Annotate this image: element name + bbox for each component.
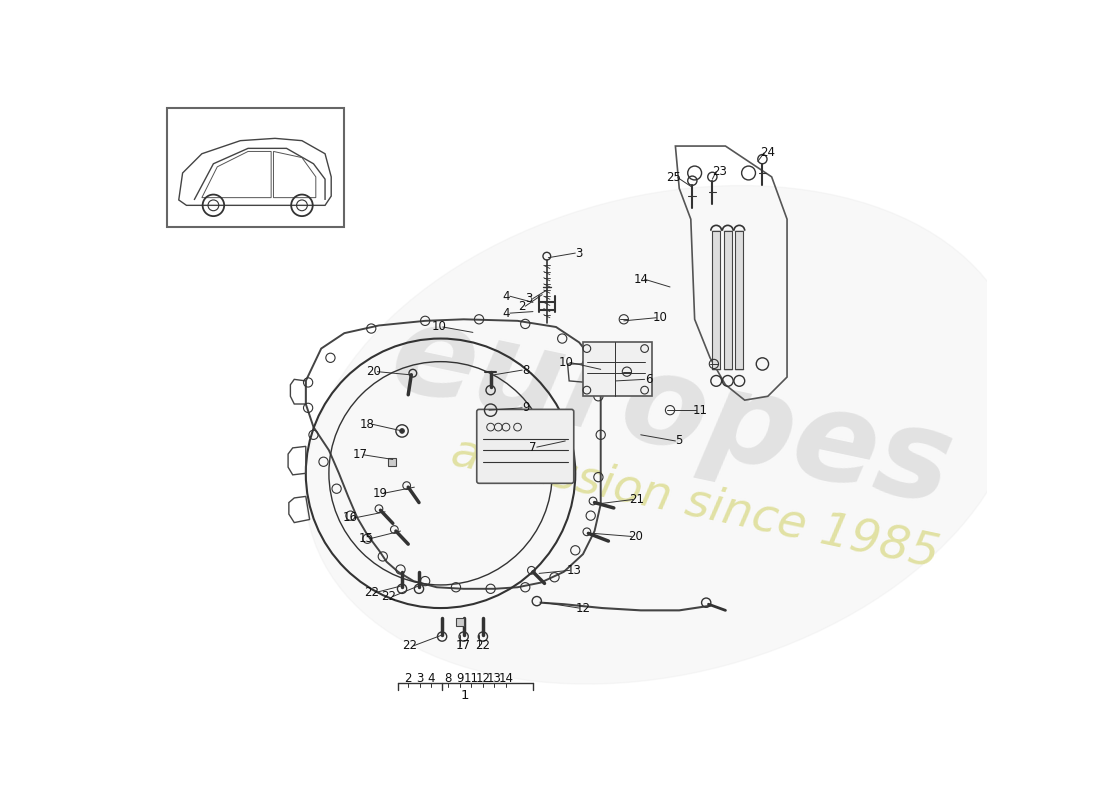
Ellipse shape [305,186,1023,684]
Text: 18: 18 [360,418,375,430]
Text: 14: 14 [498,672,514,685]
Text: 6: 6 [645,373,652,386]
Text: 11: 11 [693,404,707,417]
Text: 10: 10 [431,321,447,334]
Text: 4: 4 [503,290,509,302]
Text: 22: 22 [382,590,396,603]
Text: 21: 21 [629,493,645,506]
Text: 5: 5 [675,434,683,447]
Text: 3: 3 [416,672,424,685]
Text: 8: 8 [522,364,530,377]
Text: 2: 2 [405,672,412,685]
Bar [736,230,744,370]
Text: 9: 9 [456,672,463,685]
Text: 19: 19 [372,487,387,500]
Text: 8: 8 [444,672,452,685]
Text: 23: 23 [713,165,727,178]
Text: 3: 3 [526,292,532,305]
Text: 20: 20 [628,530,642,543]
Bar [724,230,732,370]
Bar [455,618,464,626]
Text: 4: 4 [428,672,436,685]
Text: 13: 13 [566,564,581,577]
Text: 12: 12 [475,672,491,685]
Bar [713,230,721,370]
Text: 13: 13 [487,672,502,685]
Text: 16: 16 [343,511,358,525]
FancyBboxPatch shape [476,410,574,483]
Text: 22: 22 [364,586,378,599]
Bar [583,342,652,396]
Text: europes: europes [381,294,962,530]
Text: 2: 2 [518,300,525,313]
Text: 22: 22 [475,639,491,652]
Text: 11: 11 [464,672,478,685]
Text: 20: 20 [366,365,381,378]
Text: a passion since 1985: a passion since 1985 [447,430,943,578]
Text: 25: 25 [667,171,681,184]
Text: 17: 17 [352,448,367,462]
Text: 7: 7 [529,441,537,454]
Text: 14: 14 [634,273,648,286]
Bar [167,107,344,227]
Text: 22: 22 [403,639,417,652]
Text: 10: 10 [559,356,573,369]
Circle shape [399,429,405,434]
Text: 9: 9 [522,402,530,414]
Text: 4: 4 [503,306,509,320]
Text: 10: 10 [652,311,668,324]
Text: 24: 24 [760,146,775,159]
Text: 12: 12 [575,602,591,614]
Bar [388,458,396,466]
Text: 15: 15 [359,532,373,546]
Text: 1: 1 [461,689,470,702]
Text: 3: 3 [575,246,583,259]
Text: 17: 17 [456,639,471,652]
